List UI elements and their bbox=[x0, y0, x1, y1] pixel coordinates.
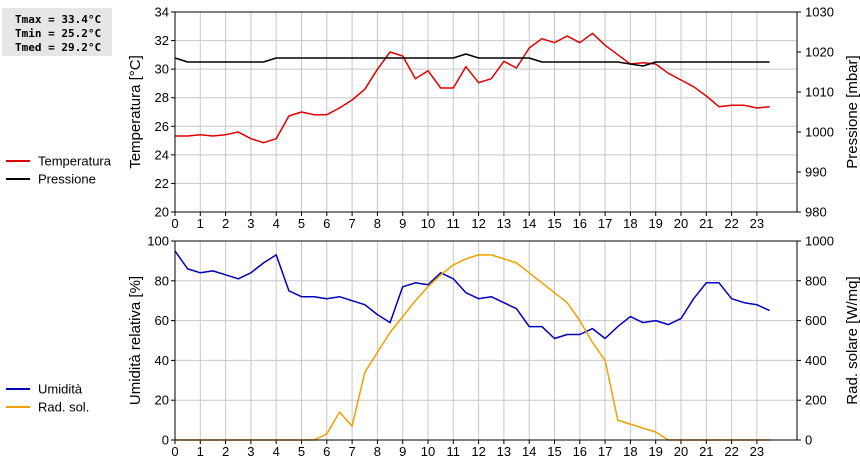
bottom-x-tick-label: 20 bbox=[674, 444, 688, 459]
bottom-x-tick-label: 6 bbox=[323, 444, 330, 459]
bottom-x-tick-label: 18 bbox=[623, 444, 637, 459]
bottom-x-tick-label: 19 bbox=[648, 444, 662, 459]
bottom-right-tick-label: 1000 bbox=[805, 234, 834, 249]
bottom-x-tick-label: 9 bbox=[399, 444, 406, 459]
bottom-x-tick-label: 22 bbox=[724, 444, 738, 459]
top-series-pressioneline bbox=[174, 53, 770, 67]
top-x-tick-label: 8 bbox=[374, 216, 381, 231]
top-x-tick-label: 3 bbox=[247, 216, 254, 231]
top-x-tick-label: 1 bbox=[197, 216, 204, 231]
top-x-tick-label: 20 bbox=[674, 216, 688, 231]
top-legend-label: Temperatura bbox=[38, 154, 112, 169]
top-left-tick-label: 22 bbox=[155, 176, 169, 191]
top-x-tick-label: 15 bbox=[547, 216, 561, 231]
tmed-label: Tmed = 29.2°C bbox=[15, 41, 102, 54]
stats-box: Tmax = 33.4°C Tmin = 25.2°C Tmed = 29.2°… bbox=[2, 8, 112, 56]
bottom-x-tick-label: 8 bbox=[374, 444, 381, 459]
bottom-left-tick-label: 0 bbox=[162, 433, 169, 448]
bottom-x-tick-label: 13 bbox=[497, 444, 511, 459]
bottom-right-tick-label: 0 bbox=[805, 433, 812, 448]
top-x-tick-label: 16 bbox=[573, 216, 587, 231]
bottom-right-tick-label: 600 bbox=[805, 313, 827, 328]
bottom-x-tick-label: 12 bbox=[471, 444, 485, 459]
top-x-tick-label: 11 bbox=[447, 216, 461, 231]
bottom-x-tick-label: 3 bbox=[247, 444, 254, 459]
top-x-tick-label: 0 bbox=[171, 216, 178, 231]
top-right-tick-label: 1010 bbox=[805, 85, 834, 100]
bottom-right-tick-label: 400 bbox=[805, 353, 827, 368]
top-x-tick-label: 21 bbox=[699, 216, 713, 231]
bottom-x-tick-label: 0 bbox=[171, 444, 178, 459]
top-plot-frame bbox=[174, 11, 798, 213]
top-x-tick-label: 2 bbox=[222, 216, 229, 231]
top-left-tick-label: 32 bbox=[155, 33, 169, 48]
top-x-tick-label: 18 bbox=[623, 216, 637, 231]
bottom-left-tick-label: 60 bbox=[155, 313, 169, 328]
bottom-right-tick-label: 200 bbox=[805, 393, 827, 408]
top-x-tick-label: 5 bbox=[298, 216, 305, 231]
bottom-left-tick-label: 100 bbox=[147, 234, 169, 249]
top-right-tick-label: 1000 bbox=[805, 125, 834, 140]
top-right-tick-label: 980 bbox=[805, 205, 827, 220]
tmin-label: Tmin = 25.2°C bbox=[15, 27, 102, 40]
bottom-left-tick-label: 80 bbox=[155, 273, 169, 288]
bottom-x-tick-label: 10 bbox=[421, 444, 435, 459]
top-left-tick-label: 24 bbox=[155, 147, 169, 162]
bottom-x-tick-label: 1 bbox=[197, 444, 204, 459]
top-series-temperaturaline bbox=[175, 32, 770, 144]
top-x-tick-label: 12 bbox=[471, 216, 485, 231]
bottom-x-tick-label: 16 bbox=[573, 444, 587, 459]
bottom-x-tick-label: 23 bbox=[750, 444, 764, 459]
top-right-tick-label: 1030 bbox=[805, 5, 834, 20]
bottom-series-rad-sol-line bbox=[175, 254, 770, 441]
top-x-tick-label: 13 bbox=[497, 216, 511, 231]
top-left-tick-label: 26 bbox=[155, 119, 169, 134]
bottom-left-tick-label: 20 bbox=[155, 393, 169, 408]
top-left-tick-label: 34 bbox=[155, 5, 169, 20]
top-x-tick-label: 10 bbox=[421, 216, 435, 231]
top-x-tick-label: 22 bbox=[724, 216, 738, 231]
top-left-tick-label: 28 bbox=[155, 90, 169, 105]
top-ylabel-right: Pressione [mbar] bbox=[844, 55, 860, 168]
top-x-tick-label: 19 bbox=[648, 216, 662, 231]
top-legend-label: Pressione bbox=[38, 172, 96, 187]
bottom-legend-label: Umidità bbox=[38, 382, 83, 397]
bottom-x-tick-label: 4 bbox=[273, 444, 280, 459]
top-left-tick-label: 30 bbox=[155, 62, 169, 77]
top-x-tick-label: 23 bbox=[750, 216, 764, 231]
top-x-tick-label: 4 bbox=[273, 216, 280, 231]
bottom-x-tick-label: 11 bbox=[447, 444, 461, 459]
bottom-x-tick-label: 15 bbox=[547, 444, 561, 459]
bottom-right-tick-label: 800 bbox=[805, 273, 827, 288]
tmax-label: Tmax = 33.4°C bbox=[15, 13, 102, 26]
bottom-x-tick-label: 21 bbox=[699, 444, 713, 459]
bottom-x-tick-label: 17 bbox=[598, 444, 612, 459]
bottom-left-tick-label: 40 bbox=[155, 353, 169, 368]
bottom-x-tick-label: 7 bbox=[348, 444, 355, 459]
top-x-tick-label: 6 bbox=[323, 216, 330, 231]
top-ylabel-left: Temperatura [°C] bbox=[127, 55, 144, 169]
top-right-tick-label: 990 bbox=[805, 165, 827, 180]
top-x-tick-label: 17 bbox=[598, 216, 612, 231]
top-right-tick-label: 1020 bbox=[805, 45, 834, 60]
bottom-series-umidit-line bbox=[174, 250, 770, 340]
bottom-x-tick-label: 14 bbox=[522, 444, 536, 459]
top-x-tick-label: 7 bbox=[348, 216, 355, 231]
bottom-ylabel-right: Rad. solare [W/mq] bbox=[844, 276, 860, 404]
top-x-tick-label: 9 bbox=[399, 216, 406, 231]
bottom-legend-label: Rad. sol. bbox=[38, 400, 89, 415]
bottom-ylabel-left: Umidità relativa [%] bbox=[127, 276, 144, 405]
bottom-x-tick-label: 5 bbox=[298, 444, 305, 459]
bottom-plot-frame bbox=[174, 240, 798, 441]
bottom-x-tick-label: 2 bbox=[222, 444, 229, 459]
top-x-tick-label: 14 bbox=[522, 216, 536, 231]
top-left-tick-label: 20 bbox=[155, 205, 169, 220]
